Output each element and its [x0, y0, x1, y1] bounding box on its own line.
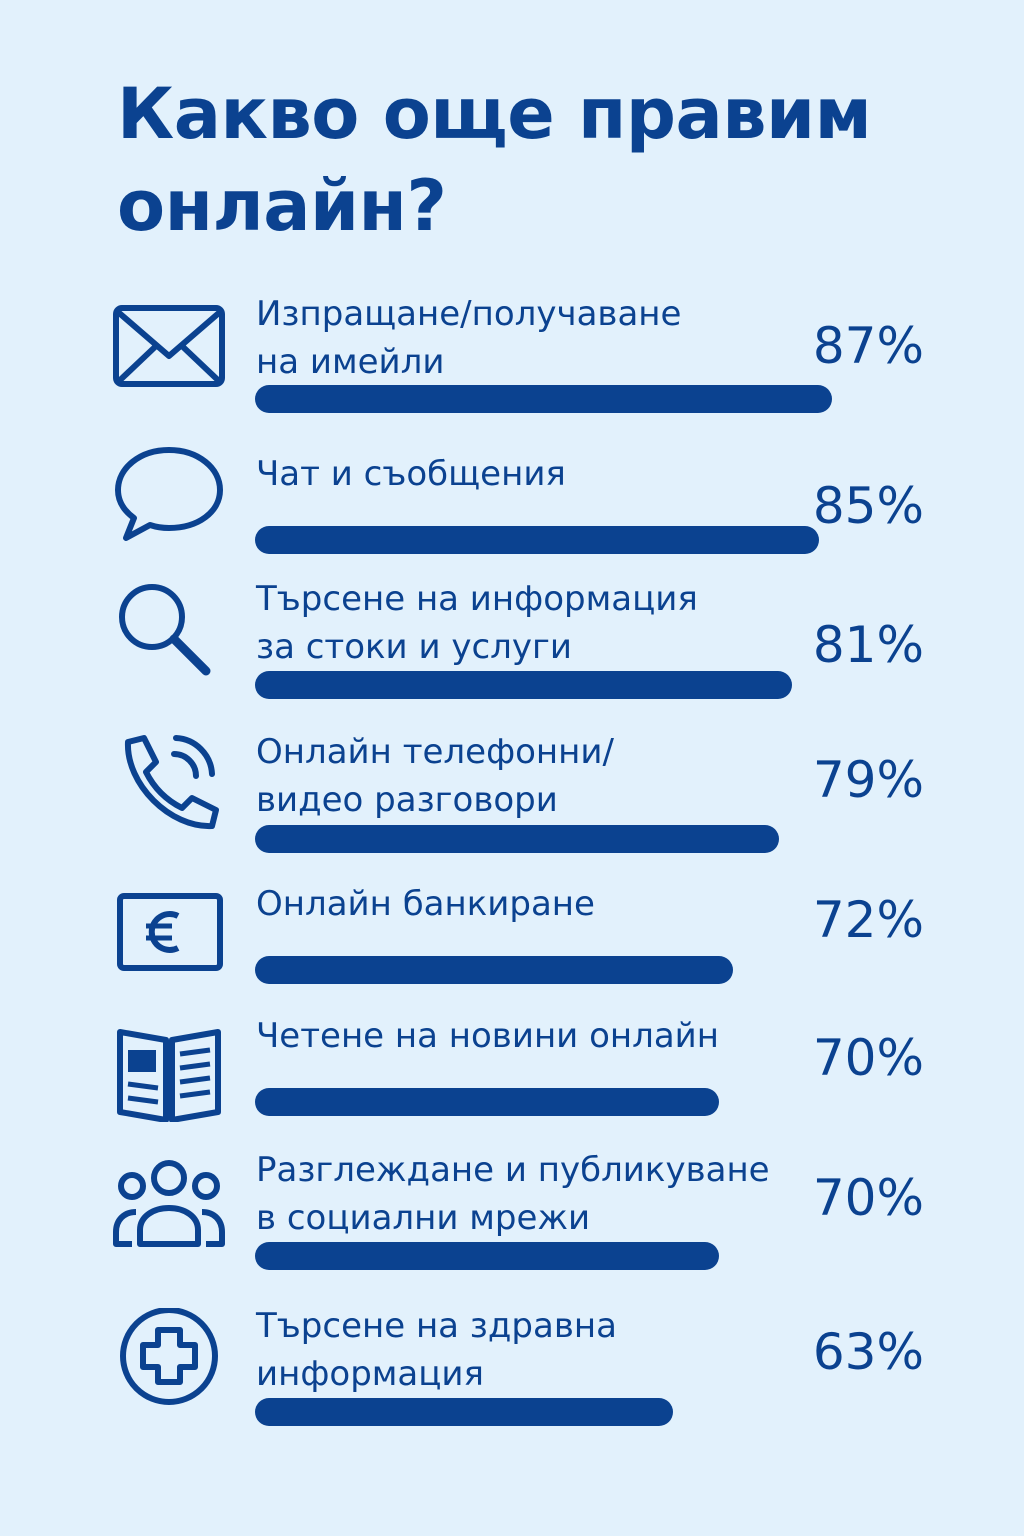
chat-bubble-icon	[110, 444, 230, 544]
magnifier-icon	[110, 581, 230, 681]
bar	[255, 671, 792, 699]
bar-track	[255, 1398, 835, 1426]
bar-track	[255, 385, 835, 413]
people-group-icon	[110, 1156, 230, 1256]
bar	[255, 1088, 719, 1116]
bar	[255, 956, 733, 984]
bar-track	[255, 1088, 835, 1116]
bar-track	[255, 1242, 835, 1270]
envelope-icon	[110, 300, 230, 400]
category-label: Търсене на информация за стоки и услуги	[256, 579, 698, 667]
phone-call-icon	[110, 732, 230, 832]
value-label: 63%	[812, 1323, 924, 1381]
value-label: 81%	[812, 616, 924, 674]
category-label: Търсене на здравна информация	[256, 1306, 617, 1394]
bar	[255, 1242, 719, 1270]
category-label: Онлайн банкиране	[256, 884, 595, 924]
value-label: 70%	[812, 1169, 924, 1227]
value-label: 70%	[812, 1029, 924, 1087]
category-label: Разглеждане и публикуване в социални мре…	[256, 1150, 770, 1238]
newspaper-icon	[110, 1022, 230, 1122]
value-label: 85%	[812, 477, 924, 535]
bar-track	[255, 671, 835, 699]
bar-track	[255, 526, 835, 554]
value-label: 72%	[812, 891, 924, 949]
bar-track	[255, 825, 835, 853]
category-label: Четене на новини онлайн	[256, 1016, 720, 1056]
bar	[255, 385, 832, 413]
category-label: Онлайн телефонни/ видео разговори	[256, 732, 614, 820]
bar	[255, 825, 779, 853]
category-label: Чат и съобщения	[256, 454, 566, 494]
bar-track	[255, 956, 835, 984]
category-label: Изпращане/получаване на имейли	[256, 294, 682, 382]
value-label: 79%	[812, 751, 924, 809]
bar	[255, 526, 819, 554]
bar	[255, 1398, 673, 1426]
medical-cross-icon	[110, 1308, 230, 1408]
euro-card-icon	[110, 886, 230, 986]
value-label: 87%	[812, 317, 924, 375]
page-title: Какво още правим онлайн?	[117, 73, 872, 247]
